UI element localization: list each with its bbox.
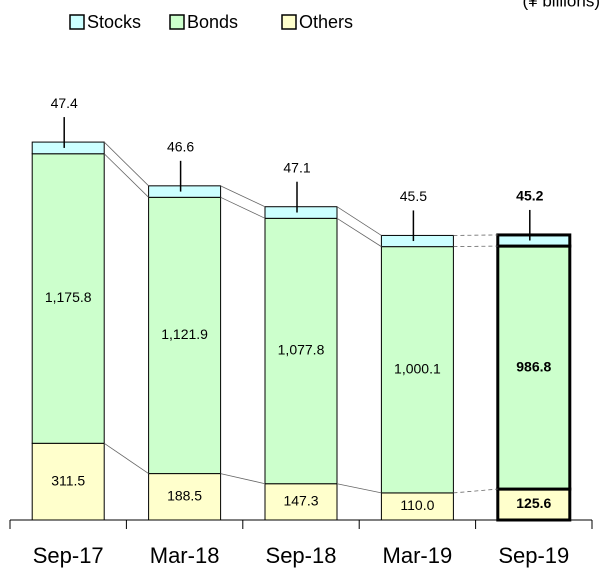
value-label: 47.1 — [283, 159, 310, 175]
value-label: 46.6 — [167, 139, 194, 155]
x-tick-label: Sep-18 — [266, 543, 337, 568]
bar-segment — [380, 234, 454, 248]
value-label: 47.4 — [51, 95, 78, 111]
legend-label: Stocks — [87, 12, 141, 32]
legend-label: Bonds — [187, 12, 238, 32]
connector-line — [336, 206, 382, 236]
value-label: 45.2 — [516, 188, 543, 204]
value-label: 45.5 — [400, 188, 427, 204]
value-label: 188.5 — [167, 487, 202, 503]
value-label: 986.8 — [516, 358, 551, 374]
bar-segment — [380, 246, 454, 494]
connector-line — [103, 141, 149, 187]
value-label: 1,077.8 — [278, 342, 325, 358]
value-label: 147.3 — [283, 493, 318, 509]
x-tick-label: Mar-18 — [150, 543, 220, 568]
connector-line — [336, 217, 382, 247]
legend-swatch — [69, 14, 85, 30]
bar-segment — [496, 244, 572, 491]
connector-line — [103, 153, 149, 198]
bar-segment — [148, 196, 222, 475]
connector-line — [220, 196, 266, 219]
x-tick-label: Mar-19 — [383, 543, 453, 568]
value-label: 1,000.1 — [394, 360, 441, 376]
x-tick-label: Sep-19 — [498, 543, 569, 568]
legend-swatch — [281, 14, 297, 30]
bar-segment — [380, 492, 454, 521]
unit-label: (¥ billions) — [523, 0, 600, 10]
bar-segment — [31, 141, 105, 155]
connector-line — [453, 245, 498, 248]
connector-line — [453, 488, 498, 494]
bar-segment — [31, 153, 105, 444]
connector-line — [220, 185, 266, 208]
bar-segment — [264, 217, 338, 485]
value-label: 1,175.8 — [45, 289, 92, 305]
bar-segment — [264, 206, 338, 219]
value-label: 311.5 — [51, 472, 85, 488]
connector-line — [220, 473, 266, 485]
x-tick-label: Sep-17 — [33, 543, 104, 568]
connector-line — [336, 483, 382, 494]
value-label: 110.0 — [400, 497, 434, 513]
bar-segment — [148, 185, 222, 198]
legend-label: Others — [299, 12, 353, 32]
bar-segment — [496, 233, 572, 248]
value-label: 1,121.9 — [161, 326, 208, 342]
legend-swatch — [169, 14, 185, 30]
value-label: 125.6 — [516, 495, 551, 511]
connector-line — [103, 442, 149, 474]
bar-segment — [31, 442, 105, 521]
bar-segment — [148, 473, 222, 521]
